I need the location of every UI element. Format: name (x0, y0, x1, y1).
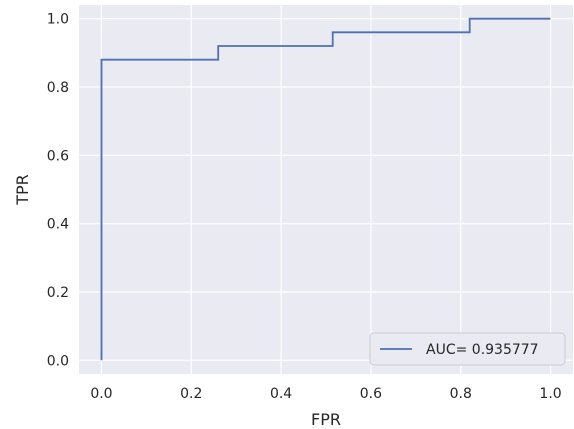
x-tick-label: 0.0 (90, 386, 112, 402)
y-tick-label: 0.6 (47, 148, 69, 164)
y-axis-label: TPR (13, 174, 32, 206)
x-axis-label: FPR (311, 410, 341, 429)
x-tick-label: 0.8 (450, 386, 472, 402)
legend-label: AUC= 0.935777 (426, 342, 539, 358)
y-tick-label: 0.8 (47, 80, 69, 96)
legend: AUC= 0.935777 (369, 332, 566, 366)
x-tick-label: 1.0 (539, 386, 561, 402)
y-tick-label: 0.2 (47, 285, 69, 301)
grid-lines (79, 5, 573, 374)
x-tick-label: 0.6 (360, 386, 382, 402)
legend-box (369, 332, 566, 366)
y-tick-label: 1.0 (47, 12, 69, 28)
roc-curve-line (100, 17, 551, 361)
series-layer (100, 17, 551, 361)
x-tick-label: 0.2 (180, 386, 202, 402)
y-tick-label: 0.4 (47, 217, 69, 233)
x-tick-labels: 0.0 0.2 0.4 0.6 0.8 1.0 (90, 386, 561, 402)
y-tick-label: 0.0 (47, 353, 69, 369)
plot-area (79, 5, 573, 374)
y-tick-labels: 0.0 0.2 0.4 0.6 0.8 1.0 (47, 12, 69, 370)
x-tick-label: 0.4 (270, 386, 292, 402)
